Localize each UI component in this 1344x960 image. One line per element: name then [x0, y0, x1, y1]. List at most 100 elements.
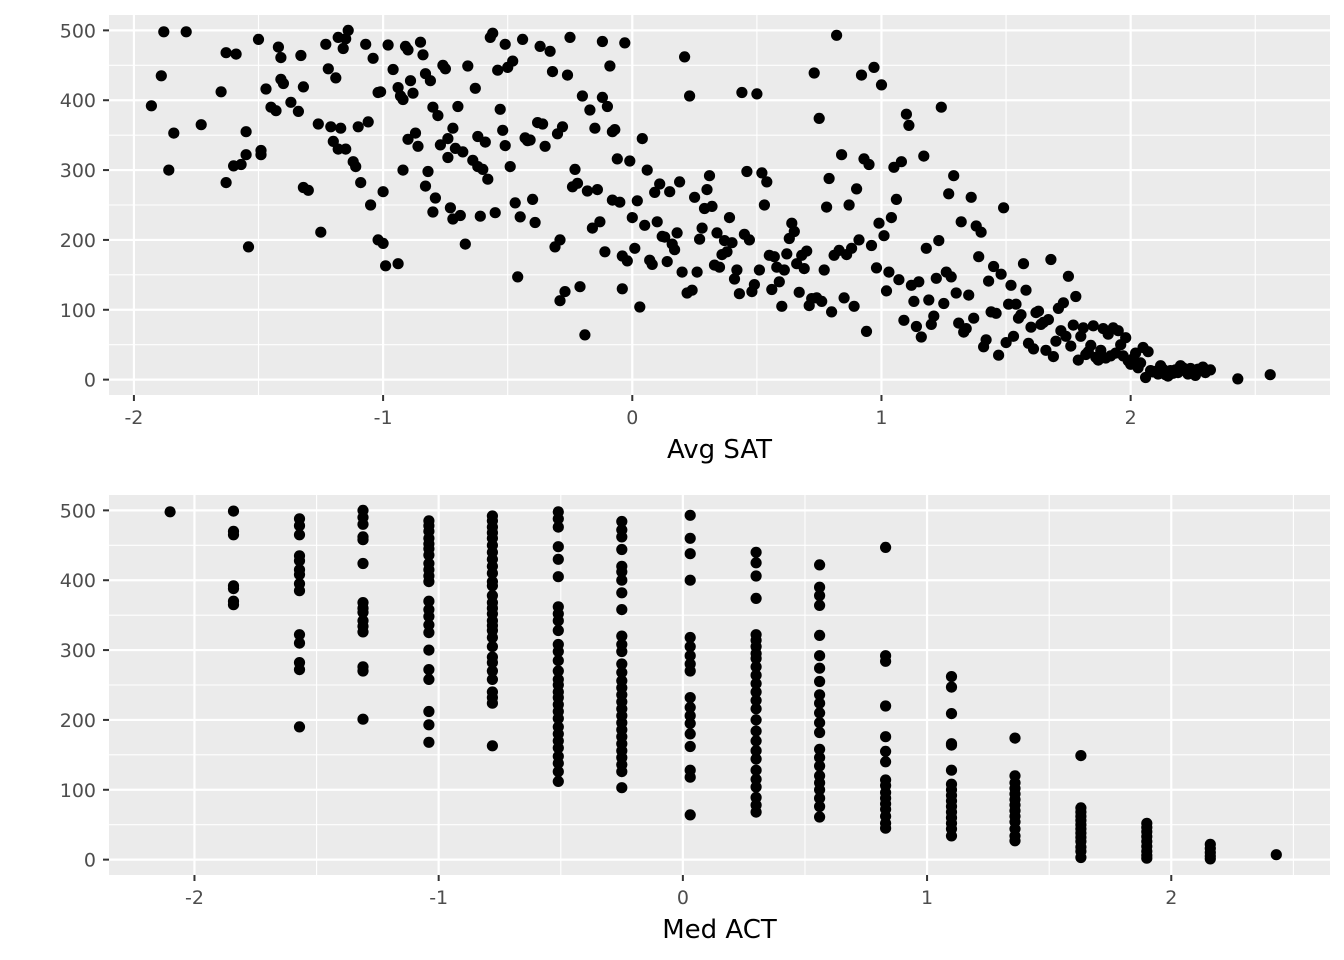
data-point — [684, 728, 696, 740]
data-point — [910, 320, 923, 333]
data-point — [604, 60, 616, 72]
data-point — [504, 161, 516, 173]
data-point — [499, 140, 511, 152]
data-point — [915, 331, 927, 343]
data-point — [594, 216, 606, 228]
data-point — [750, 557, 762, 569]
y-tick-label: 300 — [60, 160, 96, 182]
data-point — [814, 743, 826, 755]
data-point — [634, 301, 646, 313]
data-point — [293, 529, 306, 541]
data-point — [781, 248, 793, 260]
data-point — [367, 52, 379, 64]
data-point — [423, 610, 435, 623]
data-point — [486, 631, 498, 644]
data-point — [1017, 258, 1030, 270]
data-point — [293, 585, 306, 597]
data-point — [397, 164, 409, 176]
data-point — [479, 136, 491, 148]
data-point — [750, 661, 762, 673]
data-point — [158, 26, 170, 38]
data-point — [750, 745, 762, 757]
data-point — [164, 506, 176, 518]
data-point — [365, 199, 377, 211]
data-point — [352, 121, 364, 133]
data-point — [512, 271, 524, 283]
data-point — [486, 665, 498, 677]
data-point — [429, 192, 441, 204]
data-point — [750, 694, 762, 707]
data-point — [743, 234, 756, 246]
data-point — [935, 101, 947, 113]
data-point — [983, 275, 995, 287]
data-point — [422, 165, 434, 178]
data-point — [616, 587, 628, 599]
data-point — [955, 216, 967, 228]
data-point — [880, 541, 892, 554]
data-point — [723, 212, 736, 224]
y-tick-label: 200 — [60, 230, 96, 252]
data-point — [293, 520, 306, 532]
data-point — [293, 555, 306, 567]
data-point — [462, 60, 474, 72]
data-point — [1047, 351, 1059, 363]
data-point — [414, 36, 427, 48]
data-point — [814, 717, 826, 729]
data-point — [878, 230, 890, 242]
data-point — [589, 122, 601, 134]
data-point — [220, 47, 232, 59]
data-point — [459, 238, 471, 250]
data-point — [584, 104, 596, 116]
data-point — [750, 678, 762, 690]
data-point — [340, 33, 352, 45]
data-point — [382, 39, 394, 51]
data-point — [741, 165, 753, 178]
data-point — [721, 246, 733, 258]
data-point — [342, 24, 354, 36]
data-point — [397, 93, 409, 106]
data-point — [950, 287, 962, 299]
x-tick-label: -2 — [124, 407, 143, 429]
data-point — [945, 830, 958, 842]
data-point — [499, 38, 511, 50]
data-point — [664, 186, 676, 198]
data-point — [750, 652, 762, 665]
data-point — [616, 630, 628, 642]
data-point — [611, 153, 623, 165]
data-point — [1007, 330, 1020, 342]
data-point — [880, 700, 892, 712]
data-point — [409, 127, 422, 139]
data-point — [798, 263, 810, 275]
scatter-panel-med-act: -2 -1 0 1 2 0 100 200 300 400 500 Med ACT — [60, 495, 1330, 945]
data-point — [873, 217, 885, 229]
data-point — [293, 664, 306, 676]
data-point — [423, 664, 435, 676]
data-point — [750, 806, 762, 818]
data-point — [312, 118, 324, 130]
data-point — [616, 566, 628, 578]
data-point — [423, 549, 435, 561]
y-tick-label: 0 — [84, 850, 96, 872]
data-point — [639, 219, 651, 231]
data-point — [325, 121, 337, 133]
data-point — [255, 149, 267, 161]
data-point — [943, 188, 955, 200]
data-point — [486, 740, 498, 752]
data-point — [750, 764, 762, 776]
data-point — [616, 658, 628, 670]
data-point — [561, 69, 574, 81]
data-point — [402, 44, 414, 56]
data-point — [215, 86, 227, 98]
data-point — [696, 222, 708, 234]
data-point — [669, 244, 681, 256]
data-point — [564, 31, 576, 43]
data-point — [423, 627, 435, 639]
data-point — [576, 90, 589, 102]
data-point — [559, 286, 571, 298]
data-point — [1027, 343, 1040, 355]
data-point — [407, 87, 419, 99]
data-point — [240, 126, 252, 138]
data-point — [552, 665, 564, 677]
data-point — [1040, 344, 1052, 356]
data-point — [293, 569, 306, 581]
